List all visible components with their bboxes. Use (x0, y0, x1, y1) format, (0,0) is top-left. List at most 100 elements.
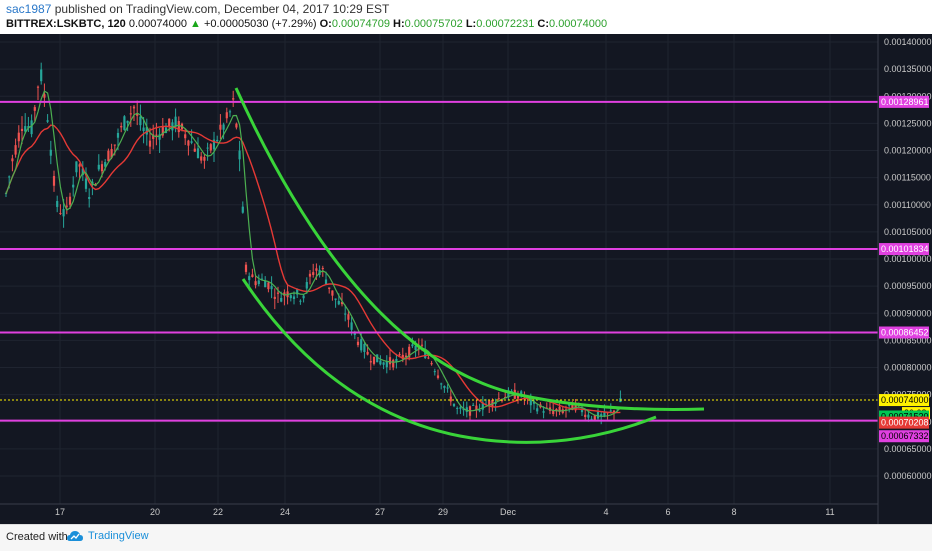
candle-body (219, 124, 222, 130)
candle-body (350, 322, 353, 330)
candle-body (478, 410, 481, 412)
candle-body (20, 128, 24, 132)
time-tick-label: 11 (825, 507, 834, 517)
tradingview-brand: TradingView (88, 530, 149, 542)
candle-body (8, 176, 11, 178)
candle-body (283, 292, 286, 296)
candle-body (59, 213, 62, 215)
candle-body (123, 116, 126, 130)
candle-body (145, 127, 148, 135)
candle-body (232, 98, 235, 100)
candle-body (488, 400, 491, 407)
candle-body (289, 295, 292, 299)
candle-body (200, 156, 203, 161)
candle-body (392, 359, 395, 368)
price-tick-label: 0.00095000 (884, 281, 932, 291)
candle-body (443, 385, 446, 388)
author-link[interactable]: sac1987 (6, 2, 52, 16)
level-tag-bg (879, 243, 929, 256)
candle-body (356, 341, 360, 346)
candle-body (568, 403, 571, 406)
time-tick-label: 4 (603, 507, 608, 517)
price-tick-label: 0.00125000 (884, 118, 932, 128)
price-tick-label: 0.00080000 (884, 363, 932, 373)
close-label: C: (537, 18, 550, 30)
candle-body (24, 126, 27, 132)
candle-body (446, 387, 449, 389)
price-tag-bg (879, 430, 929, 443)
symbol-name: BITTREX:LSKBTC, 120 (6, 18, 126, 30)
candle-body (552, 410, 555, 414)
candle-body (382, 362, 385, 365)
candle-body (414, 345, 417, 350)
candle-body (152, 134, 155, 139)
price-change: +0.00005030 (+7.29%) (204, 18, 317, 30)
candle-body (238, 150, 241, 160)
candle-body (46, 120, 49, 122)
footer-bar: Created with TradingView (0, 524, 932, 551)
candle-body (164, 127, 168, 133)
time-tick-label: 6 (665, 507, 670, 517)
time-tick-label: 22 (213, 507, 223, 517)
price-tick-label: 0.00105000 (884, 227, 932, 237)
candle-body (481, 402, 484, 410)
candle-body (299, 300, 302, 302)
candle-body (174, 116, 177, 127)
candle-body (465, 407, 468, 412)
candle-body (385, 361, 388, 368)
time-tick-label: Dec (500, 507, 517, 517)
candle-body (88, 196, 91, 199)
candle-body (260, 278, 264, 280)
candle-body (587, 414, 590, 418)
candle-body (270, 286, 273, 290)
candle-body (315, 268, 318, 271)
tradingview-logo[interactable]: TradingView (66, 529, 149, 543)
candle-body (241, 206, 244, 213)
candle-body (449, 396, 452, 402)
candle-body (363, 343, 366, 352)
candle-body (264, 280, 267, 288)
candle-body (452, 403, 456, 407)
price-tag-label: 0.00074000 (881, 395, 929, 405)
candle-body (472, 404, 475, 406)
candle-body (420, 344, 424, 346)
candle-body (254, 281, 257, 286)
price-tag-label: 0.00071520 (881, 412, 929, 422)
candle-body (302, 295, 305, 299)
candle-body (184, 134, 187, 139)
candle-body (331, 290, 334, 296)
price-chart[interactable]: 0.001400000.001350000.001300000.00125000… (0, 34, 932, 524)
candle-body (171, 122, 174, 131)
candle-body (251, 274, 254, 278)
candle-body (328, 287, 331, 289)
price-tick-label: 0.00085000 (884, 335, 932, 345)
candle-body (440, 383, 443, 385)
candle-body (206, 147, 209, 149)
candle-body (347, 314, 350, 320)
candle-body (190, 141, 193, 143)
candle-body (155, 134, 158, 136)
candle-body (292, 296, 296, 299)
candle-body (203, 156, 206, 161)
price-tag-label: 0.00070208 (881, 418, 929, 428)
level-tag-label: 0.00128961 (881, 97, 929, 107)
candle-body (369, 361, 372, 363)
candle-body (177, 121, 180, 133)
candle-body (603, 411, 606, 417)
candle-body (273, 296, 276, 299)
high-value: 0.00075702 (404, 18, 463, 30)
candle-body (158, 134, 161, 140)
time-axis[interactable]: 17 20 22 24 27 29 Dec 4 6 8 11 (55, 507, 835, 517)
candle-body (344, 313, 347, 315)
candle-body (337, 300, 340, 305)
candle-body (68, 196, 72, 205)
candle-body (139, 116, 142, 126)
candle-body (72, 184, 75, 188)
upper-trend-curve (234, 87, 705, 411)
candle-body (248, 276, 251, 281)
publish-text: published on TradingView.com, December 0… (54, 2, 390, 16)
price-tick-label: 0.00115000 (884, 173, 931, 183)
candle-body (43, 94, 46, 98)
candle-body (475, 405, 478, 411)
candle-body (379, 360, 382, 365)
